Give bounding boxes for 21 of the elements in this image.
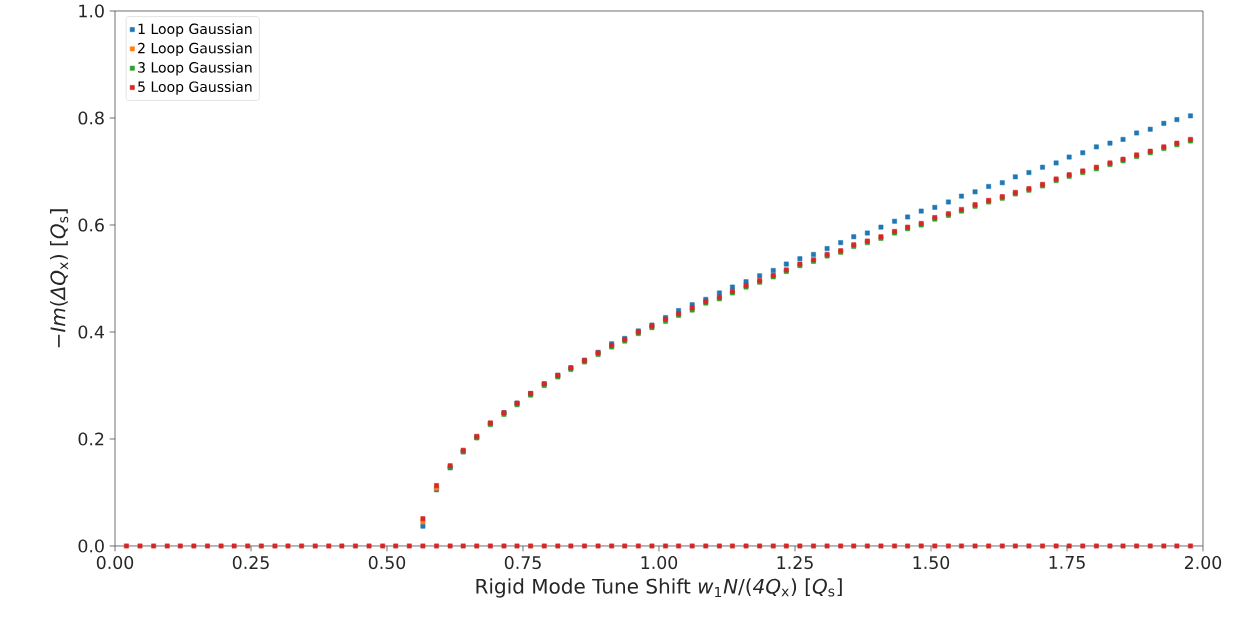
- x-tick-label: 0.50: [368, 556, 406, 570]
- legend-label: 5 Loop Gaussian: [138, 81, 252, 95]
- legend-label: 1 Loop Gaussian: [138, 23, 252, 37]
- y-tick-label: 0.4: [78, 325, 104, 339]
- y-tick-label: 1.0: [79, 4, 104, 18]
- x-tick-label: 0.25: [232, 556, 269, 570]
- text: −Im(ΔQ$_{x}$) [Q$_{s}$]: [49, 209, 69, 348]
- x-tick-label: 2.00: [1184, 556, 1222, 570]
- x-tick-label: 0.00: [96, 556, 134, 570]
- y-tick-label: 0.2: [78, 432, 104, 446]
- x-tick-label: 1.25: [777, 556, 813, 570]
- x-tick-label: 1.75: [1049, 556, 1085, 569]
- x-tick-label: 0.75: [504, 556, 541, 570]
- y-tick-label: 0.6: [78, 218, 104, 232]
- legend-label: 2 Loop Gaussian: [138, 42, 252, 57]
- y-tick-label: 0.8: [78, 111, 104, 125]
- legend-label: 3 Loop Gaussian: [138, 61, 252, 76]
- x-tick-label: 1.50: [913, 556, 950, 570]
- x-tick-label: 1.00: [641, 556, 678, 570]
- y-tick-label: 0.0: [78, 539, 104, 553]
- text: Rigid Mode Tune Shift w$_{1}$N/(4Q$_{x}$) [Q$_{s}$]: [476, 578, 842, 598]
